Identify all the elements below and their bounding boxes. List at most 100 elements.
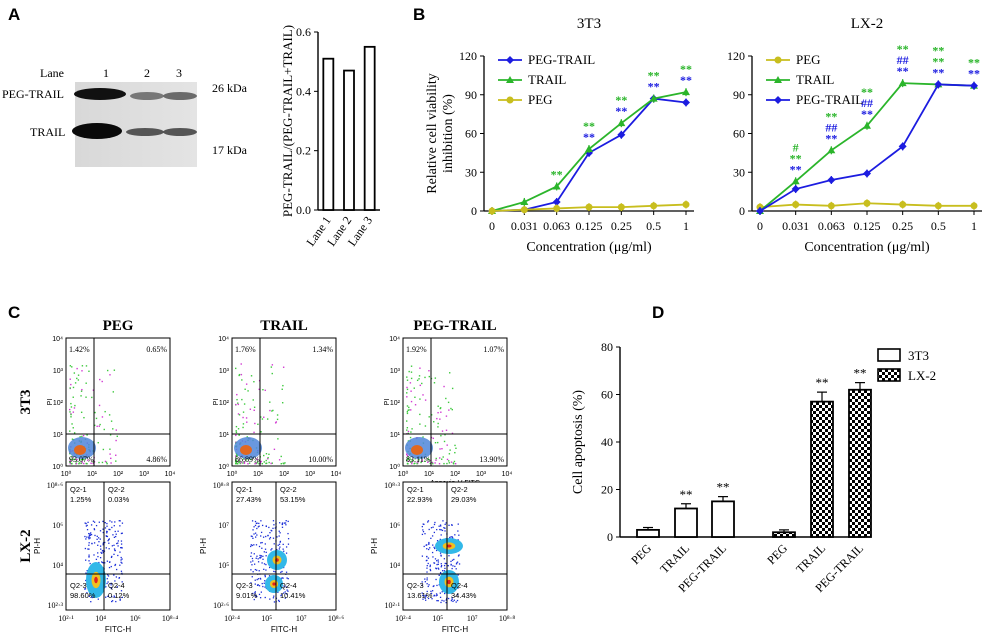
quadrant-percent: 4.86% [146, 455, 167, 464]
event-dot [258, 570, 260, 572]
event-dot [247, 462, 249, 465]
density-peak [94, 576, 98, 584]
y-tick-label: 10¹ [53, 432, 64, 439]
event-dot [254, 591, 257, 593]
event-dot [426, 571, 428, 573]
y-tick-label: 20 [601, 483, 613, 497]
y-tick-label: 10⁷ [218, 521, 229, 530]
significance-mark: ** [932, 43, 944, 57]
event-dot [284, 597, 286, 599]
event-dot [259, 557, 262, 559]
event-dot [115, 535, 117, 538]
event-dot [408, 409, 410, 411]
data-point [617, 203, 625, 211]
event-dot [437, 411, 439, 414]
event-dot [287, 543, 290, 545]
y-tick-label: 10⁴ [218, 336, 229, 343]
event-dot [105, 547, 107, 549]
event-dot [406, 405, 409, 407]
significance-mark: ** [825, 109, 837, 123]
event-dot [121, 562, 123, 564]
y-axis-title: PI-H [370, 538, 379, 554]
event-dot [268, 566, 271, 569]
event-dot [267, 456, 269, 459]
event-dot [73, 432, 76, 434]
data-point [553, 204, 561, 212]
event-dot [261, 541, 263, 544]
event-dot [279, 540, 282, 543]
event-dot [102, 544, 104, 546]
band-label: TRAIL [30, 125, 65, 139]
event-dot [446, 458, 449, 461]
y-axis-title: PI [47, 399, 54, 406]
event-dot [433, 382, 436, 384]
event-dot [406, 379, 409, 381]
lane-number: 3 [176, 66, 182, 80]
event-dot [433, 421, 435, 423]
event-dot [93, 528, 95, 530]
bar [363, 45, 376, 211]
data-point [617, 119, 626, 127]
event-dot [99, 378, 101, 381]
event-dot [264, 548, 267, 550]
data-point [827, 176, 836, 184]
quadrant-percent: Q2-1 [70, 485, 87, 494]
event-dot [414, 462, 416, 464]
x-tick-label: 10⁵ [432, 614, 443, 623]
event-dot [258, 545, 261, 548]
data-point [552, 182, 561, 190]
quadrant-percent: Q2-1 [236, 485, 253, 494]
event-dot [242, 423, 245, 425]
legend-label: TRAIL [796, 72, 834, 87]
event-dot [280, 462, 282, 465]
event-dot [287, 520, 289, 523]
event-dot [113, 595, 115, 597]
event-dot [434, 521, 436, 524]
event-dot [265, 563, 267, 566]
legend-marker [774, 96, 782, 104]
event-dot [110, 584, 112, 586]
event-dot [440, 554, 442, 556]
event-dot [426, 556, 428, 558]
event-dot [437, 600, 439, 602]
event-dot [90, 601, 92, 603]
legend-marker [774, 76, 782, 83]
event-dot [106, 535, 109, 538]
quadrant-percent: 1.92% [406, 345, 427, 354]
data-point [585, 203, 593, 211]
event-dot [252, 560, 254, 562]
x-tick-label: 0.063 [818, 219, 845, 233]
event-dot [94, 534, 96, 537]
event-dot [442, 520, 444, 522]
event-dot [236, 455, 238, 457]
event-dot [112, 391, 115, 393]
event-dot [254, 461, 257, 464]
x-tick-label: 0.25 [611, 219, 632, 233]
event-dot [76, 458, 78, 461]
event-dot [70, 413, 72, 416]
event-dot [111, 521, 113, 523]
event-dot [423, 523, 425, 526]
event-dot [439, 596, 442, 599]
event-dot [109, 448, 111, 450]
event-dot [73, 458, 75, 460]
event-dot [436, 540, 439, 542]
event-dot [84, 535, 86, 538]
event-dot [272, 597, 275, 599]
event-dot [423, 595, 425, 597]
event-dot [120, 547, 122, 549]
event-dot [113, 525, 115, 527]
event-dot [438, 584, 440, 586]
event-dot [273, 524, 275, 526]
event-dot [89, 534, 91, 536]
blot-band [74, 88, 126, 100]
event-dot [455, 601, 457, 603]
event-dot [90, 532, 92, 534]
event-dot [436, 594, 438, 596]
data-point [899, 201, 907, 209]
event-dot [243, 403, 246, 405]
event-dot [71, 455, 73, 458]
data-point [863, 169, 871, 178]
quadrant-percent: 86.89% [235, 455, 260, 464]
quadrant-percent: Q2-4 [108, 581, 125, 590]
